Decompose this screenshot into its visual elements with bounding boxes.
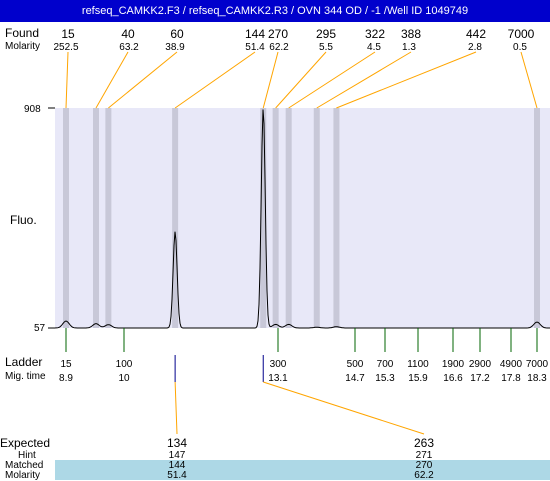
found-molarity: 1.3 [402, 42, 416, 53]
found-connector [316, 51, 412, 109]
peak-band [172, 108, 179, 328]
found-molarity: 2.8 [468, 42, 482, 53]
matched-label: Matched [5, 460, 44, 471]
molarity-bottom-label: Molarity [5, 470, 41, 481]
expected-connector [263, 381, 425, 435]
found-molarity: 51.4 [245, 42, 265, 53]
ladder-time: 13.1 [268, 373, 288, 384]
found-size: 442 [466, 27, 486, 41]
peak-band [105, 108, 112, 328]
found-connector [336, 51, 477, 109]
y-axis-title: Fluo. [10, 213, 37, 227]
found-molarity: 63.2 [119, 42, 139, 53]
ladder-size: 7000 [526, 359, 549, 370]
ladder-size: 15 [60, 359, 72, 370]
ladder-size: 300 [270, 359, 287, 370]
peak-band [313, 108, 320, 328]
ladder-time: 17.8 [501, 373, 521, 384]
matched-value: 144 [169, 460, 186, 471]
molarity-value: 62.2 [414, 470, 434, 480]
ladder-size: 100 [116, 359, 133, 370]
found-molarity: 62.2 [269, 42, 289, 53]
found-connector [95, 51, 129, 109]
ladder-size: 1100 [407, 359, 429, 370]
expected-label: Expected [0, 436, 51, 450]
found-molarity: 0.5 [513, 42, 527, 53]
hint-label: Hint [18, 450, 36, 461]
found-connector [65, 51, 69, 109]
ladder-time: 8.9 [59, 373, 73, 384]
peak-band [272, 108, 279, 328]
ladder-time: 17.2 [470, 373, 490, 384]
y-axis-top-label: 908 [24, 104, 41, 115]
found-size: 144 [245, 27, 265, 41]
ladder-size: 500 [347, 359, 364, 370]
ladder-label: Ladder [5, 355, 43, 369]
ladder-time: 18.3 [527, 373, 547, 384]
ladder-size: 700 [377, 359, 394, 370]
ladder-time: 16.6 [443, 373, 463, 384]
molarity-value: 51.4 [167, 470, 187, 480]
ladder-size: 1900 [442, 359, 465, 370]
found-connector [174, 51, 256, 109]
found-connector [275, 51, 327, 109]
hint-value: 147 [169, 450, 186, 461]
found-size: 7000 [508, 27, 535, 41]
found-label: Found [5, 26, 40, 40]
molarity-label: Molarity [5, 41, 41, 52]
molarity-row-highlight [55, 470, 550, 480]
found-molarity: 5.5 [319, 42, 333, 53]
found-connector [108, 51, 178, 109]
found-connector [262, 51, 279, 109]
hint-value: 271 [416, 450, 433, 461]
expected-value: 263 [414, 436, 434, 450]
matched-value: 270 [416, 460, 433, 471]
peak-band [92, 108, 99, 328]
peak-band [260, 108, 267, 328]
found-connector [288, 51, 376, 109]
expected-value: 134 [167, 436, 187, 450]
found-size: 40 [121, 27, 135, 41]
found-size: 322 [365, 27, 385, 41]
found-size: 388 [401, 27, 421, 41]
fluorescence-trace [54, 109, 550, 329]
expected-connector [174, 381, 178, 435]
plot-area [55, 108, 550, 328]
found-size: 270 [268, 27, 288, 41]
ladder-time: 15.3 [375, 373, 395, 384]
matched-row-highlight [55, 460, 550, 470]
found-size: 60 [170, 27, 184, 41]
ladder-time: 14.7 [345, 373, 365, 384]
found-molarity: 252.5 [53, 42, 78, 53]
found-molarity: 38.9 [165, 42, 185, 53]
peak-band [333, 108, 340, 328]
chart-title: refseq_CAMKK2.F3 / refseq_CAMKK2.R3 / OV… [0, 0, 550, 22]
ladder-size: 4900 [500, 359, 523, 370]
found-connector [520, 51, 538, 109]
peak-band [63, 108, 69, 328]
peak-band [285, 108, 292, 328]
ladder-size: 2900 [469, 359, 492, 370]
y-axis-bottom-label: 57 [34, 323, 46, 334]
found-size: 295 [316, 27, 336, 41]
peak-band [534, 108, 540, 328]
ladder-time: 10 [118, 373, 130, 384]
ladder-time: 15.9 [408, 373, 428, 384]
mig-time-label: Mig. time [5, 371, 46, 382]
found-size: 15 [61, 27, 75, 41]
found-molarity: 4.5 [367, 42, 381, 53]
